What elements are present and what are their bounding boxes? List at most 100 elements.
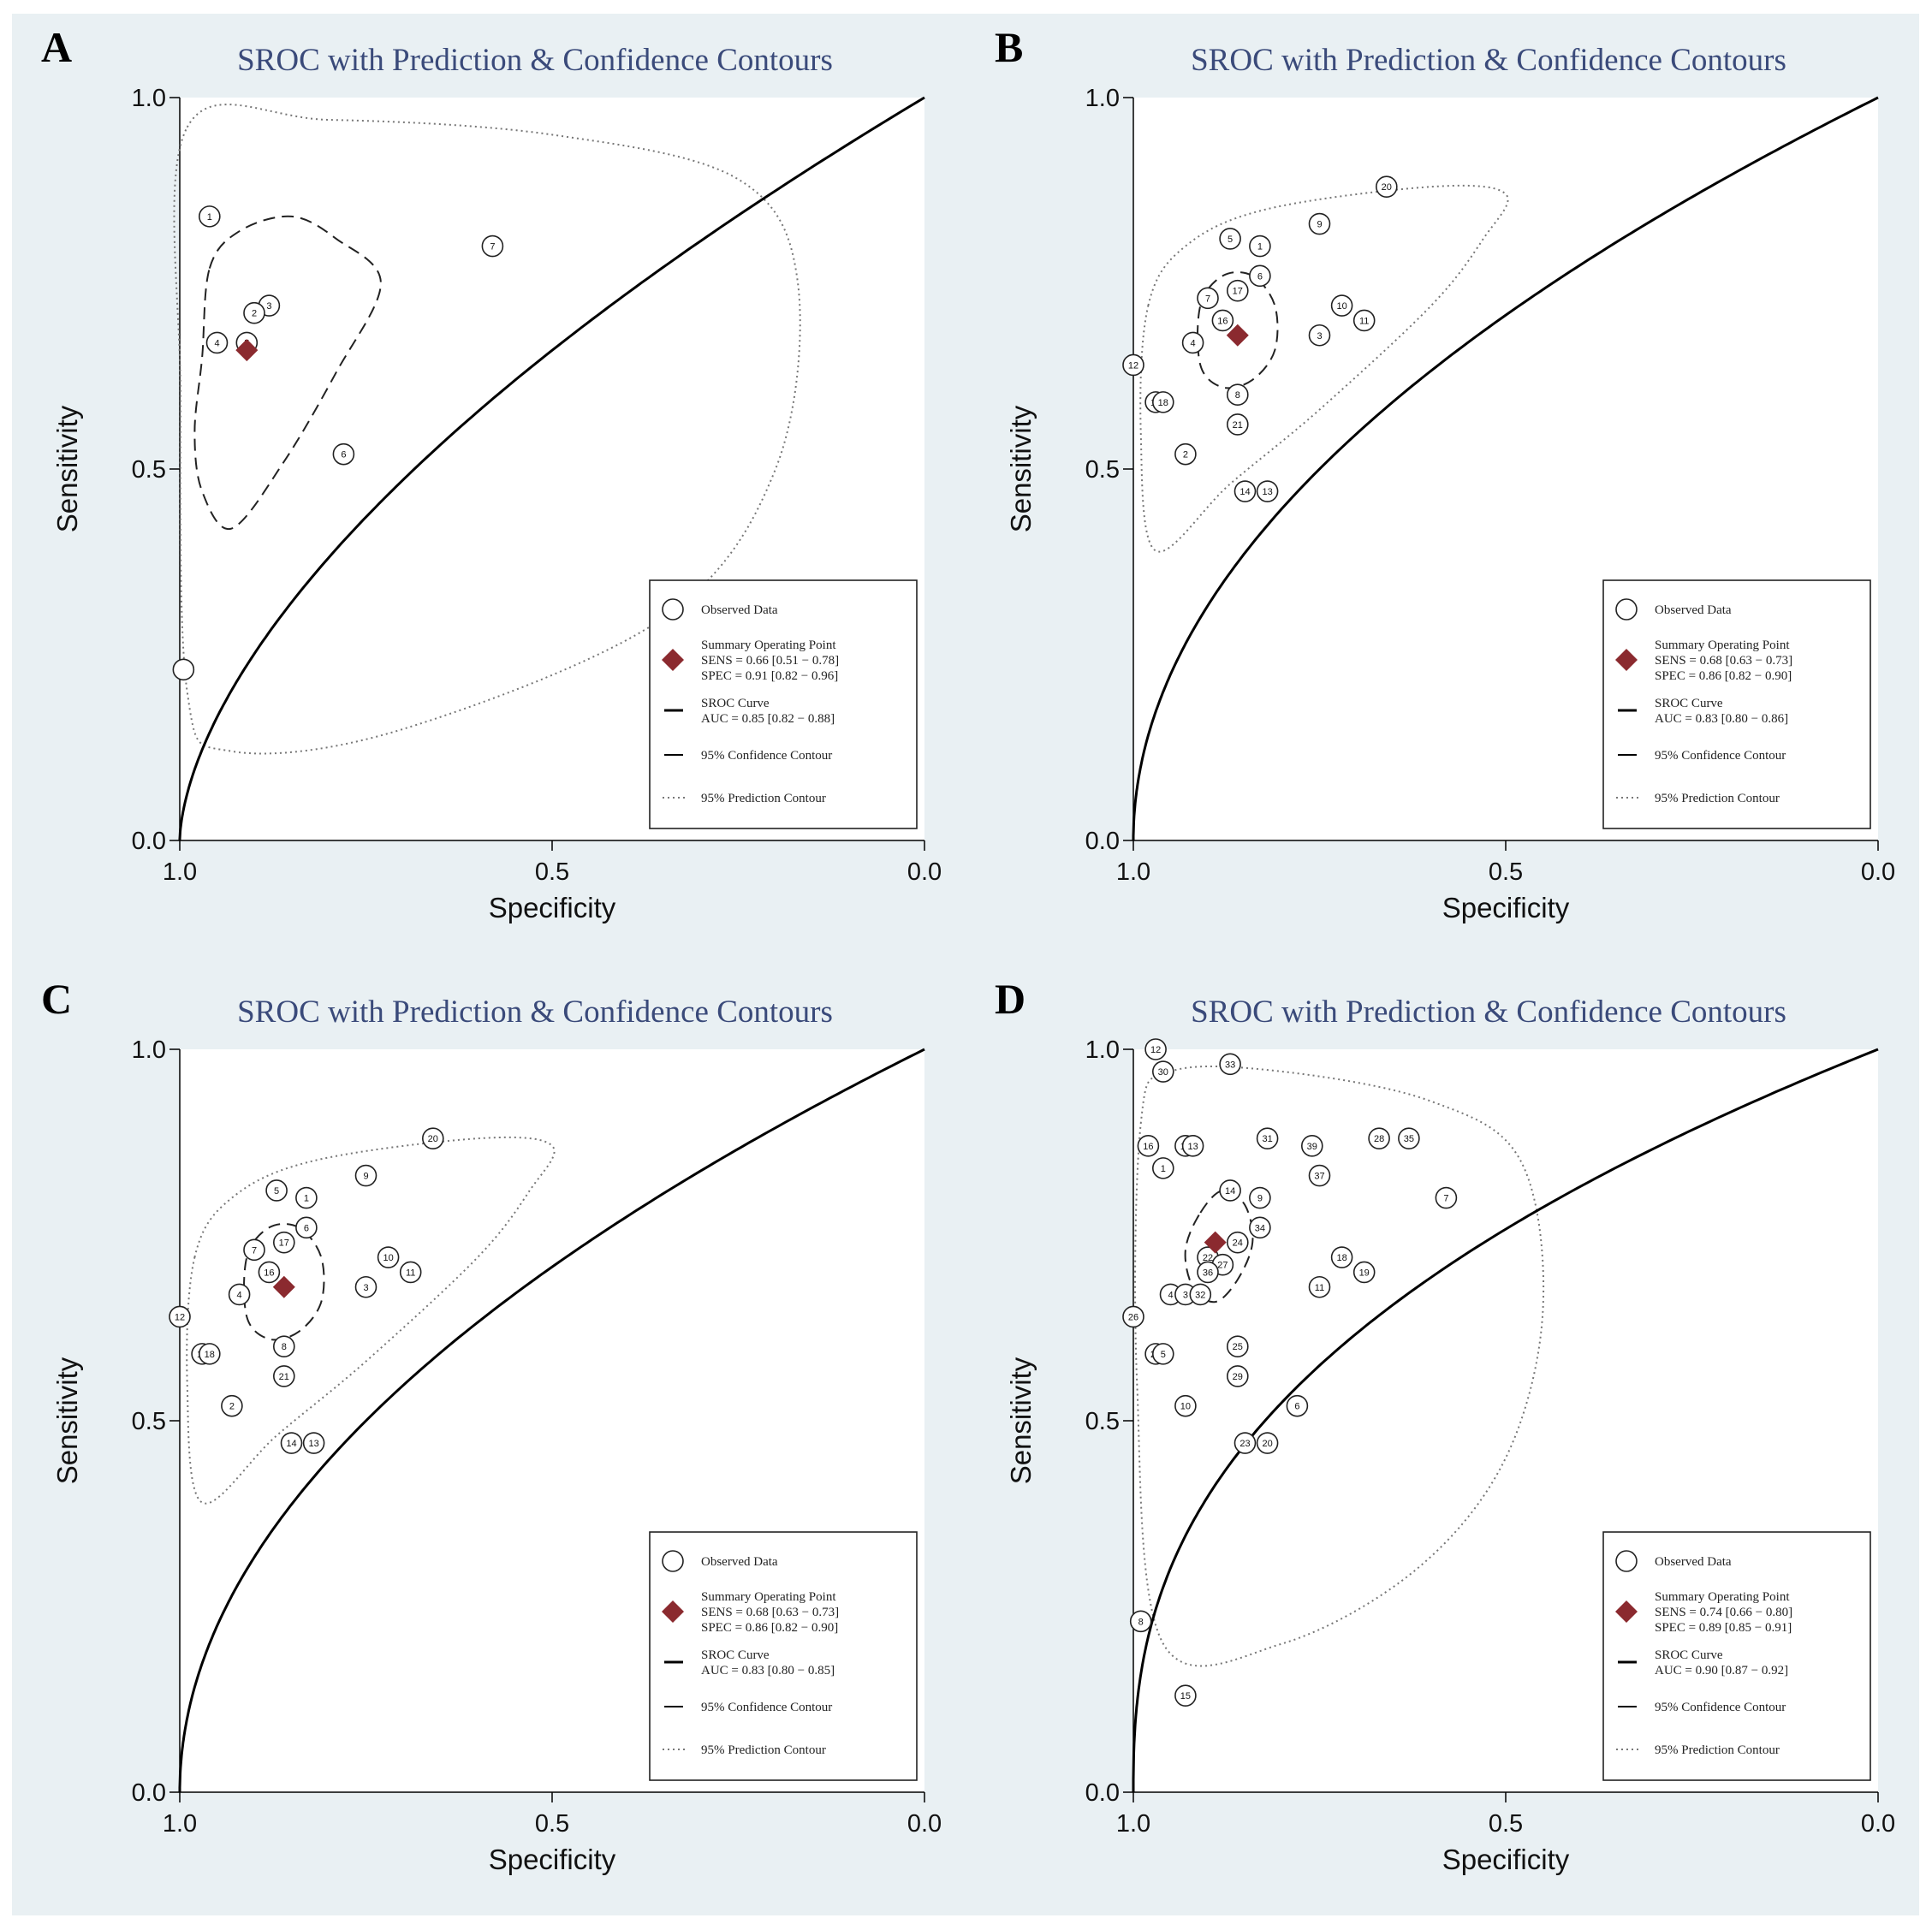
legend-prediction-label: 95% Prediction Contour: [1655, 792, 1780, 805]
study-point: 7: [481, 235, 504, 258]
x-tick-label: 0.5: [1489, 858, 1523, 886]
study-label: 7: [490, 242, 495, 252]
study-label: 20: [428, 1134, 438, 1144]
study-marker: [1152, 1157, 1174, 1179]
legend-observed-label: Observed Data: [701, 603, 778, 617]
prediction-contour: [173, 104, 801, 755]
legend: Observed Data Summary Operating Point SENS…: [649, 1531, 918, 1781]
study-marker: [1308, 1275, 1331, 1298]
study-marker: [421, 1127, 444, 1149]
study-label: 7: [1205, 294, 1210, 304]
study-point: 20: [1375, 175, 1398, 198]
study-point: 13: [1256, 480, 1279, 502]
study-point: 5: [1152, 1343, 1174, 1365]
study-label: 12: [1150, 1045, 1161, 1055]
study-marker: [1226, 1365, 1249, 1387]
y-tick-label: 0.5: [132, 1408, 166, 1435]
study-label: 1: [1161, 1164, 1166, 1174]
legend-observed-marker: [662, 1550, 684, 1572]
study-label: 23: [1239, 1439, 1250, 1449]
panel-d: D SROC with Prediction & Confidence Conto…: [966, 965, 1916, 1915]
legend-sroc-title: SROC Curve: [701, 697, 770, 710]
study-label: 16: [1143, 1142, 1153, 1152]
legend-observed-label: Observed Data: [1655, 603, 1732, 617]
study-label: 39: [1307, 1142, 1317, 1152]
study-label: 14: [286, 1439, 296, 1449]
study-label: 8: [282, 1342, 287, 1352]
study-point: 10: [377, 1246, 400, 1268]
study-marker: [1152, 1060, 1174, 1083]
study-marker: [272, 1335, 295, 1358]
study-marker: [1181, 331, 1204, 354]
legend-summary-marker: [1615, 649, 1638, 671]
study-point: 7: [243, 1238, 265, 1262]
x-axis-title: Specificity: [1442, 1844, 1570, 1875]
study-point: 16: [258, 1261, 281, 1284]
x-tick-label: 0.5: [1489, 1810, 1523, 1838]
study-point: 7: [1435, 1186, 1458, 1209]
study-label: 18: [1158, 398, 1168, 408]
study-label: 29: [1233, 1372, 1243, 1382]
study-point: 10: [1174, 1394, 1197, 1417]
study-point: 16: [1137, 1135, 1160, 1157]
study-point: 14: [1219, 1179, 1241, 1202]
study-marker: [199, 205, 221, 228]
legend-summary-title: Summary Operating Point: [701, 638, 836, 652]
legend-summary-title: Summary Operating Point: [1655, 1590, 1790, 1604]
study-label: 30: [1158, 1067, 1168, 1078]
study-marker: [1368, 1127, 1390, 1149]
study-label: 36: [1203, 1268, 1213, 1278]
legend-box: [1602, 1531, 1871, 1781]
study-point: 14: [280, 1432, 303, 1454]
study-point: 5: [1219, 228, 1241, 250]
study-label: 13: [1187, 1142, 1198, 1152]
study-marker: [205, 331, 229, 354]
study-point: 13: [1181, 1135, 1204, 1157]
study-point: 8: [1226, 383, 1249, 407]
panel-d-chart: D SROC with Prediction & Confidence Conto…: [995, 975, 1895, 1875]
study-label: 10: [1336, 301, 1346, 312]
study-marker: [1144, 1038, 1167, 1060]
study-marker: [1308, 1164, 1331, 1187]
study-marker: [1197, 287, 1219, 310]
summary-point-marker: [1226, 324, 1249, 347]
study-marker: [1249, 235, 1271, 258]
legend-observed-marker: [1615, 1550, 1638, 1572]
x-tick-label: 1.0: [1116, 858, 1150, 886]
study-label: 3: [363, 1283, 368, 1293]
study-label: 32: [1195, 1290, 1205, 1300]
study-label: 2: [252, 309, 257, 319]
x-tick-label: 0.0: [1861, 1810, 1895, 1838]
study-marker: [1219, 1179, 1241, 1202]
study-point: 11: [1308, 1275, 1331, 1298]
study-marker: [1137, 1135, 1160, 1157]
confidence-contour: [243, 1222, 325, 1341]
study-point: 15: [1174, 1684, 1197, 1707]
panel-letter: C: [41, 975, 72, 1023]
study-label: 11: [1315, 1283, 1324, 1293]
study-point: 13: [302, 1432, 325, 1454]
legend-sroc-auc: AUC = 0.85 [0.82 − 0.88]: [701, 712, 835, 726]
sroc-curve: [1132, 96, 1879, 840]
study-label: 35: [1404, 1134, 1414, 1144]
legend-observed-label: Observed Data: [1655, 1555, 1732, 1569]
legend-summary-sens: SENS = 0.74 [0.66 − 0.80]: [1655, 1606, 1792, 1619]
legend-prediction-label: 95% Prediction Contour: [1655, 1743, 1780, 1757]
study-marker: [1330, 294, 1353, 317]
summary-point-marker: [1204, 1231, 1227, 1254]
legend-sroc-title: SROC Curve: [701, 1648, 770, 1662]
study-marker: [295, 1216, 318, 1239]
study-marker: [399, 1261, 422, 1284]
summary-point-marker: [272, 1275, 295, 1298]
study-marker: [1330, 1246, 1353, 1268]
study-label: 5: [274, 1186, 279, 1197]
study-point: 12: [169, 1305, 191, 1328]
legend: Observed Data Summary Operating Point SENS…: [649, 579, 918, 829]
study-point: 1: [199, 205, 221, 228]
legend-summary-marker: [662, 1600, 684, 1623]
study-label: 33: [1225, 1060, 1235, 1070]
study-label: 28: [1374, 1134, 1384, 1144]
study-label: 5: [1228, 235, 1233, 245]
study-marker: [1308, 212, 1331, 235]
study-marker: [1256, 1432, 1279, 1454]
